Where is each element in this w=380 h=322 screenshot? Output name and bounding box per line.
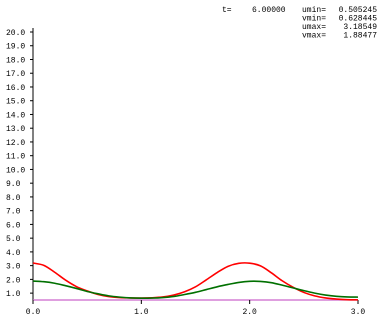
x-axis-ticks: 0.0 1.0 2.0 3.0 (26, 300, 366, 317)
y-tick-label: 6.0 (6, 221, 21, 230)
x-tick-label: 1.0 (134, 308, 149, 317)
y-tick-label: 1.0 (6, 290, 21, 299)
y-tick-label: 16.0 (6, 84, 25, 93)
y-tick-label: 3.0 (6, 263, 21, 272)
stat-value: 0.505245 (339, 6, 378, 15)
stat-label: vmin= (302, 15, 326, 24)
y-tick-label: 7.0 (6, 208, 21, 217)
y-tick-label: 14.0 (6, 111, 25, 120)
time-label: t= (222, 6, 232, 15)
y-tick-label: 18.0 (6, 56, 25, 65)
y-tick-label: 10.0 (6, 166, 25, 175)
y-tick-label: 2.0 (6, 276, 21, 285)
series-lines (32, 262, 359, 301)
stats-readout: umin= 0.505245 vmin= 0.628445 umax= 3.18549 vm… (302, 6, 377, 41)
y-tick-label: 9.0 (6, 180, 21, 189)
y-tick-label: 5.0 (6, 235, 21, 244)
series-line-u (32, 262, 359, 301)
y-tick-label: 15.0 (6, 98, 25, 107)
y-tick-label: 20.0 (6, 29, 25, 38)
y-tick-label: 17.0 (6, 70, 25, 79)
y-tick-label: 8.0 (6, 194, 21, 203)
stat-label: vmax= (302, 32, 326, 41)
stat-value: 0.628445 (339, 15, 378, 24)
time-value: 6.00000 (252, 6, 286, 15)
x-tick-label: 3.0 (351, 308, 366, 317)
stat-label: umin= (302, 6, 326, 15)
x-tick-label: 0.0 (26, 308, 41, 317)
y-tick-label: 19.0 (6, 43, 25, 52)
y-tick-label: 12.0 (6, 139, 25, 148)
y-tick-label: 11.0 (6, 153, 25, 162)
x-tick-label: 2.0 (242, 308, 257, 317)
y-tick-label: 4.0 (6, 249, 21, 258)
series-line-v (32, 280, 359, 300)
y-tick-label: 13.0 (6, 125, 25, 134)
stat-value: 1.88477 (343, 32, 377, 41)
y-axis-ticks: 1.0 2.0 3.0 4.0 5.0 6.0 7.0 8.0 9.0 10.0 11.0 12.0 1… (6, 29, 33, 299)
stat-value: 3.18549 (343, 23, 377, 32)
stat-label: umax= (302, 23, 326, 32)
